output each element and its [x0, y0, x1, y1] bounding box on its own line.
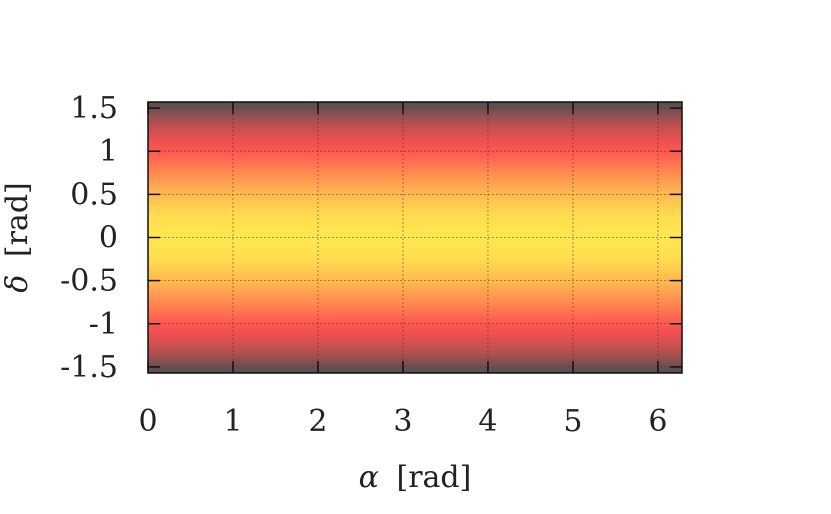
x-tick-label: 3	[393, 404, 412, 439]
y-tick-label: 1	[99, 134, 118, 169]
x-tick-labels: 0 1 2 3 4 5 6	[138, 404, 667, 439]
x-tick-label: 1	[223, 404, 242, 439]
x-tick-label: 0	[138, 404, 157, 439]
y-tick-label: 0	[99, 221, 118, 256]
x-axis-symbol: α	[359, 460, 379, 495]
y-axis-unit: [rad]	[0, 182, 35, 257]
y-tick-label: 1.5	[70, 91, 118, 126]
y-tick-label: -1	[89, 307, 118, 342]
x-tick-label: 2	[308, 404, 327, 439]
y-tick-label: -1.5	[60, 350, 118, 385]
x-tick-label: 6	[648, 404, 667, 439]
x-tick-label: 4	[478, 404, 497, 439]
grid-lines	[148, 102, 682, 373]
x-axis-unit: [rad]	[396, 460, 471, 495]
y-axis-symbol: δ	[0, 275, 35, 293]
y-tick-label: 0.5	[70, 177, 118, 212]
y-tick-label: -0.5	[60, 264, 118, 299]
y-tick-labels: 1.5 1 0.5 0 -0.5 -1 -1.5	[60, 91, 118, 385]
y-axis-label: δ [rad]	[0, 182, 35, 292]
x-axis-label: α [rad]	[359, 460, 472, 495]
axis-ticks	[147, 102, 682, 373]
x-tick-label: 5	[563, 404, 582, 439]
